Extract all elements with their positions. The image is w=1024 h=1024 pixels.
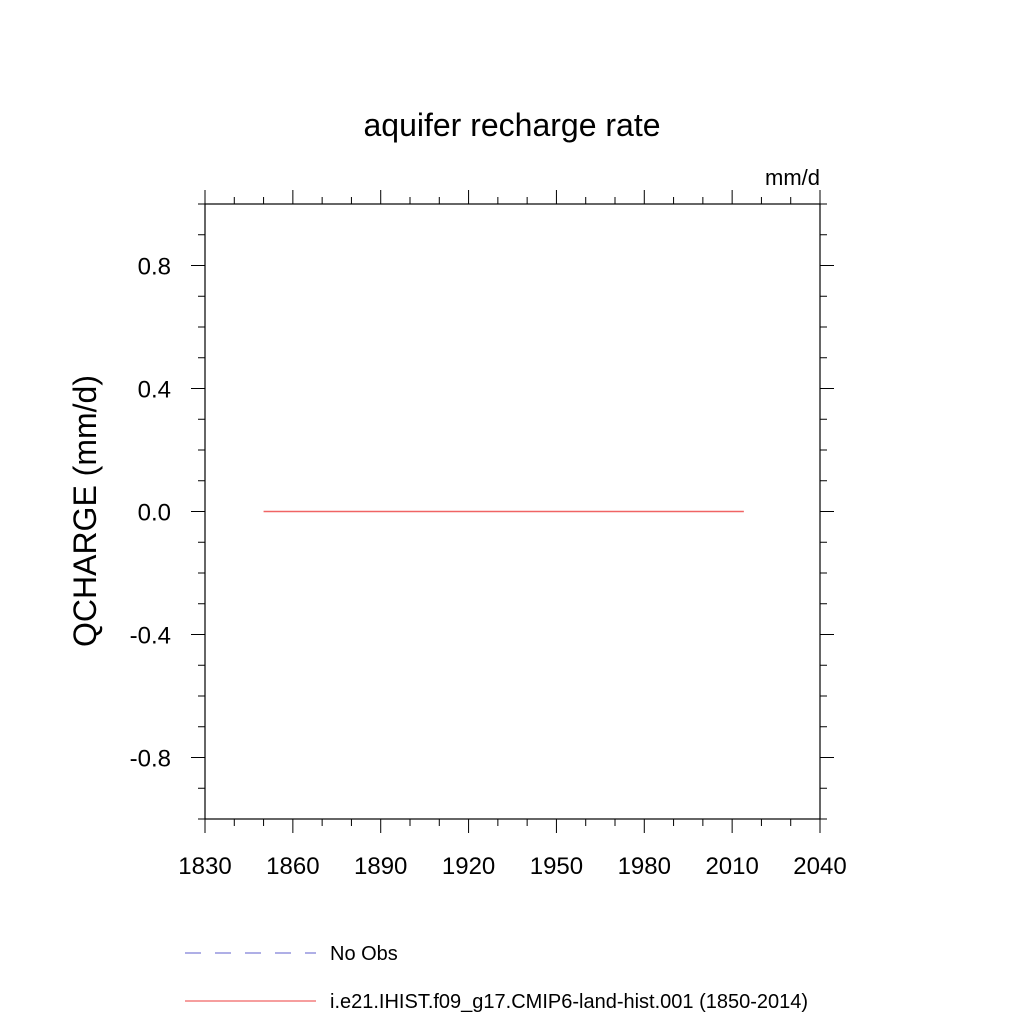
legend-label-1: No Obs [330,943,398,965]
x-tick-label: 1920 [442,853,495,880]
y-tick-label: -0.8 [130,746,171,773]
y-tick-label: 0.0 [138,500,171,527]
x-tick-label: 1950 [530,853,583,880]
x-tick-labels: 1830 1860 1890 1920 1950 1980 2010 2040 [178,853,846,880]
x-tick-label: 1890 [354,853,407,880]
x-tick-label: 1830 [178,853,231,880]
y-tick-label: 0.4 [138,377,171,404]
y-tick-label: 0.8 [138,254,171,281]
units-label: mm/d [765,165,820,190]
x-tick-label: 2010 [705,853,758,880]
minor-ticks [198,197,827,826]
x-tick-label: 1980 [618,853,671,880]
x-tick-label: 1860 [266,853,319,880]
legend: No Obs i.e21.IHIST.f09_g17.CMIP6-land-his… [185,943,808,1013]
chart-title: aquifer recharge rate [363,107,660,143]
major-ticks [191,190,834,833]
y-axis-label: QCHARGE (mm/d) [67,375,103,647]
legend-label-2: i.e21.IHIST.f09_g17.CMIP6-land-hist.001 … [330,991,808,1013]
x-tick-label: 2040 [793,853,846,880]
y-tick-labels: -0.8 -0.4 0.0 0.4 0.8 [130,254,171,773]
y-tick-label: -0.4 [130,623,171,650]
